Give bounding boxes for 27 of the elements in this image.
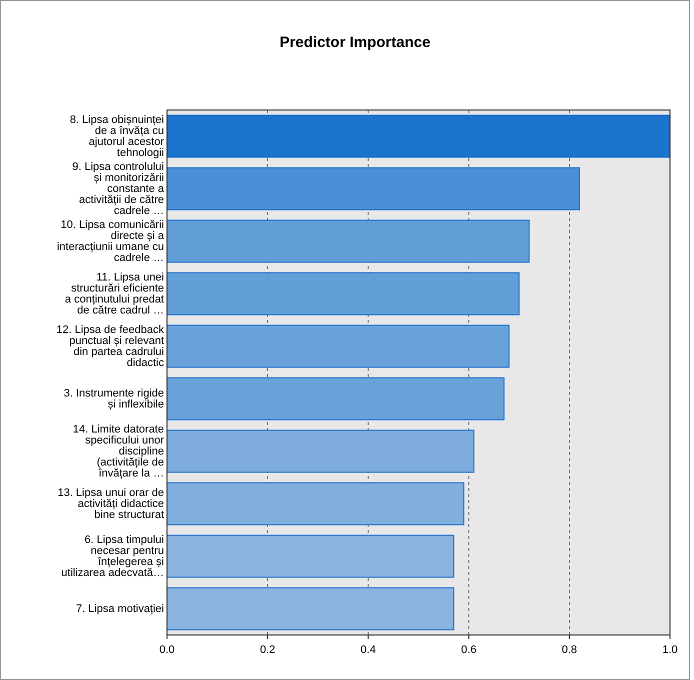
x-tick-label: 1.0 [662, 644, 678, 656]
x-tick-label: 0.2 [260, 644, 276, 656]
y-tick-label: 7. Lipsa motivației [76, 602, 164, 615]
bar [166, 377, 505, 420]
y-tick-label: 14. Limite datorate specificului unor discipline (activitățile de învățare la … [72, 423, 164, 480]
y-tick-label: 6. Lipsa timpului necesar pentru înțelegerea și utilizarea adecvată… [61, 534, 164, 579]
bar [166, 534, 454, 578]
bar [166, 167, 580, 210]
bar [166, 272, 520, 316]
y-tick-label: 11. Lipsa unei structurări eficiente a conținutului predat de către cadrul … [64, 271, 164, 316]
bar [166, 587, 454, 630]
y-tick-label: 13. Lipsa unui orar de activități didactice bine structurat [58, 486, 164, 521]
chart-title: Predictor Importance [280, 34, 430, 51]
bar [166, 220, 530, 263]
bar [166, 114, 670, 158]
x-tick-label: 0.4 [360, 644, 376, 656]
y-tick-label: 10. Lipsa comunicării directe și a interacțiunii umane cu cadrele … [56, 218, 165, 264]
x-tick-label: 0.6 [461, 644, 476, 656]
y-tick-label: 3. Instrumente rigide și inflexibile [64, 387, 164, 410]
x-tick-label: 0.8 [562, 644, 578, 656]
bar [166, 324, 510, 368]
x-tick-label: 0.0 [159, 644, 175, 656]
y-tick-label: 8. Lipsa obișnuinței de a învăța cu ajutorul acestor tehnologii [70, 114, 164, 159]
bar [166, 430, 474, 473]
y-tick-label: 12. Lipsa de feedback punctual și relevant din partea cadrului didactic [56, 324, 164, 369]
bar [166, 482, 464, 526]
y-tick-label: 9. Lipsa controlului și monitorizării constante a activității de către cadrele … [72, 160, 165, 217]
